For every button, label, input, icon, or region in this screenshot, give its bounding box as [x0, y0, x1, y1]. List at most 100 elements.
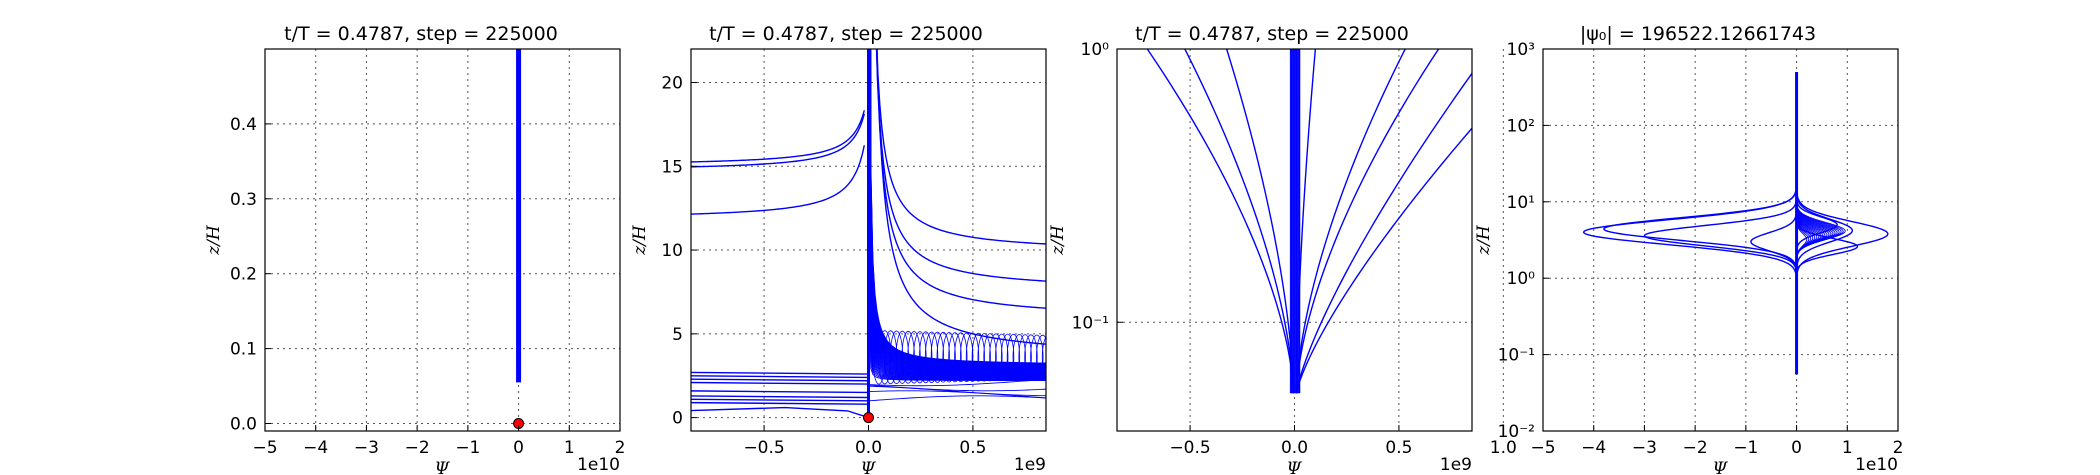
panel-2-loop-22 — [1000, 333, 1015, 381]
panel-2-loop-7 — [913, 331, 927, 384]
panel-2-loop-13 — [948, 332, 962, 383]
panel-2-curve-9 — [869, 49, 1046, 378]
panel-2-curve-30 — [870, 49, 1046, 370]
panel-4-xtick-label-1: −4 — [1581, 438, 1606, 458]
panel-3: t/T = 0.4787, step = 225000 −0.5 0.0 0.5 1.… — [1048, 23, 1517, 475]
panel-2-curve-42 — [870, 49, 1046, 365]
panel-2-marker — [863, 412, 874, 424]
panel-2-curve-12 — [869, 49, 1046, 377]
panel-2-x-offset: 1e9 — [1014, 455, 1046, 475]
panel-2-loop-12 — [942, 332, 956, 383]
panel-4-xtick-label-5: 0 — [1791, 438, 1802, 458]
panel-2-curve-33 — [870, 49, 1046, 369]
panel-2-loop-8 — [919, 331, 933, 384]
panel-3-curve-15 — [1184, 49, 1295, 394]
panel-2-curve-52 — [691, 110, 865, 163]
panel-4: |ψ₀| = 196522.12661743 −5 −4 −3 −2 −1 0 1 2 10⁻²… — [1474, 23, 1903, 475]
panel-2-curve-49 — [876, 49, 1046, 345]
panel-3-ytick-label-0: 10⁻¹ — [1072, 313, 1109, 333]
panel-2-curve-17 — [869, 49, 1046, 375]
panel-2-loop-0 — [872, 330, 886, 385]
panel-2-ytick-label-3: 15 — [661, 157, 683, 177]
panel-4-curve-4 — [1796, 191, 1889, 276]
panel-3-curve-21 — [1295, 72, 1472, 394]
panel-2-curve-22 — [869, 49, 1046, 373]
panel-2-curve-45 — [870, 49, 1046, 364]
panel-4-xtick-label-6: 1 — [1842, 438, 1853, 458]
panel-2-loop-27 — [1030, 334, 1044, 380]
panel-2: t/T = 0.4787, step = 225000 −0.5 0.0 0.5 0 5… — [630, 23, 1047, 475]
panel-2-curve-51 — [691, 113, 865, 168]
panel-2-loop-16 — [965, 332, 980, 382]
panel-4-curve-27 — [1796, 204, 1846, 258]
panel-1-ytick-label-1: 0.1 — [230, 340, 257, 360]
panel-2-loop-3 — [889, 330, 904, 384]
panel-2-curve-8 — [869, 49, 1046, 378]
panel-4-ytick-label-2: 10⁰ — [1507, 269, 1536, 289]
panel-4-series — [1582, 71, 1889, 375]
panel-1-grid — [264, 49, 621, 431]
panel-2-loop-1 — [878, 330, 892, 385]
panel-2-curve-50 — [691, 145, 866, 215]
panel-2-loop-18 — [977, 333, 991, 382]
panel-1-series — [513, 49, 525, 430]
panel-2-curve-7 — [868, 49, 1046, 379]
panel-4-xtick-label-4: −1 — [1733, 438, 1758, 458]
panel-3-xtick-label-3: 1.0 — [1490, 438, 1517, 458]
panel-1-ytick-label-2: 0.2 — [230, 265, 257, 285]
panel-2-curve-65 — [868, 378, 1046, 387]
panel-2-curve-54 — [691, 375, 869, 379]
panel-4-grid — [1542, 48, 1899, 432]
panel-2-curve-41 — [870, 49, 1046, 366]
panel-2-loop-24 — [1012, 334, 1026, 381]
panel-2-curve-23 — [869, 49, 1046, 373]
panel-3-ticks: −0.5 0.0 0.5 1.0 10⁻¹ 10⁰ — [1072, 40, 1517, 458]
panel-2-curve-44 — [870, 49, 1046, 364]
panel-2-curve-15 — [869, 49, 1046, 376]
panel-1-ticks: −5 −4 −3 −2 −1 0 1 2 0.0 0.1 0.2 0.3 0.4 — [230, 115, 625, 458]
panel-2-curve-34 — [870, 49, 1046, 368]
panel-2-curve-59 — [691, 398, 869, 402]
panel-2-loop-5 — [901, 330, 915, 384]
panel-2-ytick-label-4: 20 — [661, 74, 683, 94]
panel-2-curve-62 — [868, 390, 1046, 399]
panel-2-ticks: −0.5 0.0 0.5 0 5 10 15 20 — [661, 74, 986, 458]
panel-2-title: t/T = 0.4787, step = 225000 — [709, 23, 983, 45]
panel-4-curve-6 — [1750, 211, 1798, 273]
panel-4-ticks: −5 −4 −3 −2 −1 0 1 2 10⁻² 10⁻¹ 10⁰ 10¹ 10² 10³ — [1498, 40, 1904, 458]
panel-2-loop-17 — [971, 332, 986, 382]
panel-2-curve-40 — [870, 49, 1046, 366]
panel-2-loop-26 — [1024, 334, 1038, 381]
panel-2-ytick-label-1: 5 — [672, 325, 683, 345]
panel-2-curve-29 — [870, 49, 1046, 370]
panel-2-curve-43 — [870, 49, 1046, 365]
panel-2-curve-38 — [870, 49, 1046, 367]
panel-4-curve-2 — [1643, 201, 1797, 271]
panel-2-curve-58 — [691, 395, 869, 399]
panel-2-loop-20 — [989, 333, 1003, 382]
panel-1-xtick-label-6: 1 — [564, 438, 575, 458]
panel-2-xlabel: Ψ — [861, 459, 877, 475]
panel-2-loop-11 — [936, 331, 950, 383]
panel-4-ytick-label-4: 10² — [1507, 116, 1535, 136]
panel-4-ytick-label-1: 10⁻¹ — [1498, 346, 1535, 366]
panel-2-curve-24 — [869, 49, 1046, 372]
panel-2-loop-15 — [959, 332, 974, 382]
panel-2-curve-21 — [869, 49, 1046, 373]
panel-3-ytick-label-1: 10⁰ — [1081, 40, 1110, 60]
panel-4-title: |ψ₀| = 196522.12661743 — [1580, 23, 1816, 45]
panel-1-title: t/T = 0.4787, step = 225000 — [284, 23, 558, 45]
panel-2-curve-13 — [869, 49, 1046, 376]
panel-2-curve-57 — [691, 390, 869, 394]
panel-1-ytick-label-3: 0.3 — [230, 190, 257, 210]
panel-2-curve-16 — [869, 49, 1046, 375]
panel-1-xtick-label-2: −3 — [354, 438, 379, 458]
panel-3-series — [1146, 49, 1472, 394]
panel-2-loop-28 — [1035, 334, 1046, 380]
panel-2-curve-53 — [691, 371, 869, 375]
panel-1-xtick-label-1: −4 — [303, 438, 328, 458]
panel-2-curve-36 — [870, 49, 1046, 367]
panel-1-ylabel: z/H — [204, 224, 224, 256]
panel-4-ylabel: z/H — [1474, 224, 1494, 256]
